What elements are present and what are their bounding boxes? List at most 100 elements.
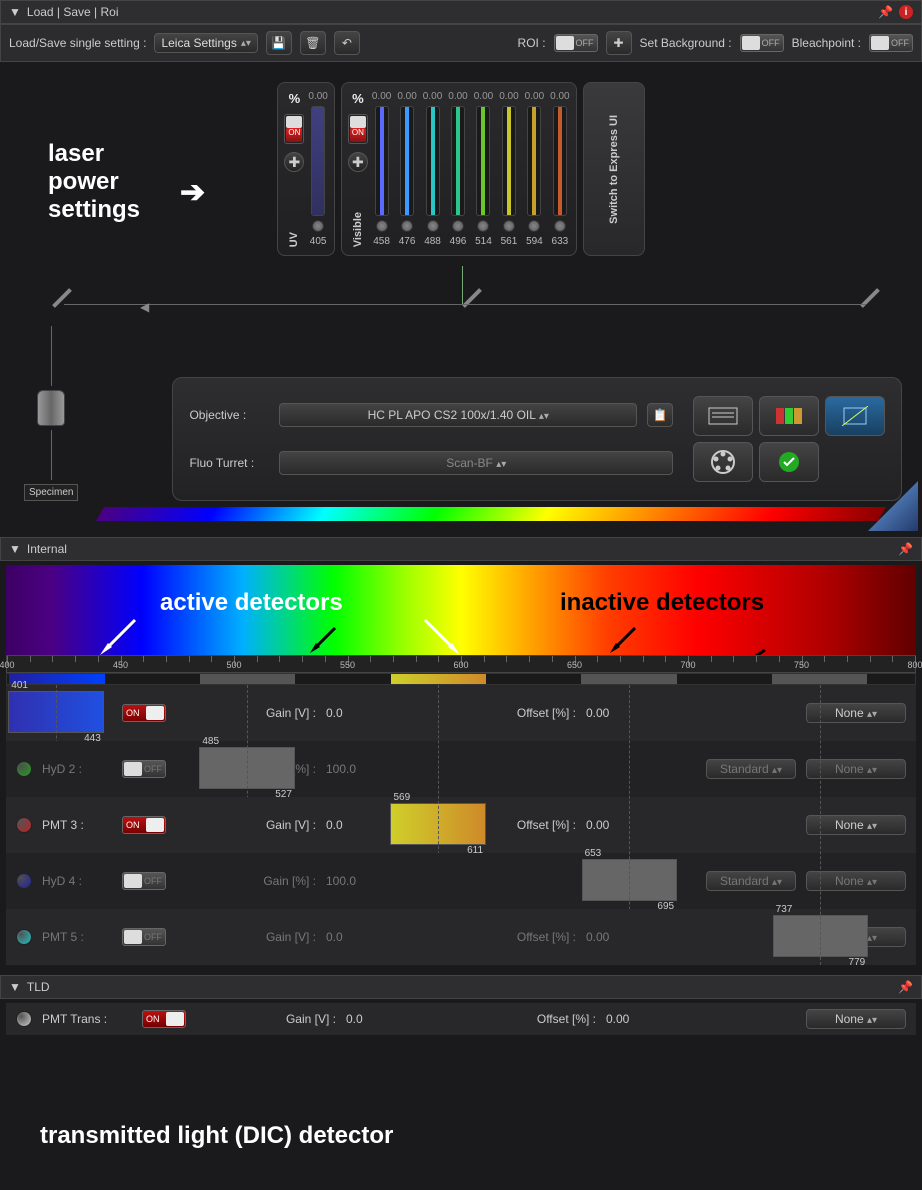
uv-label: UV bbox=[288, 232, 300, 247]
roi-label: ROI : bbox=[518, 36, 546, 50]
detector-name: HyD 2 : bbox=[42, 762, 112, 776]
wavelength-scale: 400450500550600650700750800 bbox=[6, 655, 916, 673]
crop-icon[interactable] bbox=[825, 396, 885, 436]
range-segment[interactable] bbox=[581, 674, 676, 684]
laser-slider-633[interactable] bbox=[553, 106, 567, 216]
laser-slider-488[interactable] bbox=[426, 106, 440, 216]
bleach-label: Bleachpoint : bbox=[792, 36, 861, 50]
detector-color-dot[interactable] bbox=[16, 929, 32, 945]
laser-knob-488[interactable] bbox=[427, 220, 439, 232]
detector-name: HyD 4 : bbox=[42, 874, 112, 888]
laser-knob-514[interactable] bbox=[477, 220, 489, 232]
palette-icon[interactable] bbox=[759, 396, 819, 436]
range-segment[interactable] bbox=[772, 674, 867, 684]
beam-arrow-icon: ◀ bbox=[140, 300, 149, 314]
detector-list: PMT 1 : ON Gain [V] : 0.0 Offset [%] :0.… bbox=[6, 685, 916, 965]
mode-dropdown[interactable]: Standard ▴▾ bbox=[706, 871, 796, 891]
laser-slider-496[interactable] bbox=[451, 106, 465, 216]
laser-knob-594[interactable] bbox=[528, 220, 540, 232]
laser-knob-633[interactable] bbox=[554, 220, 566, 232]
laser-slider-594[interactable] bbox=[527, 106, 541, 216]
inactive-detectors-annotation: inactive detectors bbox=[560, 589, 764, 617]
undo-icon[interactable]: ↶ bbox=[334, 31, 360, 55]
detector-color-dot[interactable] bbox=[16, 817, 32, 833]
load-save-panel-header: ▼ Load | Save | Roi 📌 i bbox=[0, 0, 922, 24]
visible-plus-button[interactable]: ✚ bbox=[348, 152, 368, 172]
objective-label: Objective : bbox=[189, 408, 269, 422]
detector-toggle[interactable]: OFF bbox=[122, 760, 166, 778]
roi-add-icon[interactable]: ✚ bbox=[606, 31, 632, 55]
uv-knob[interactable] bbox=[312, 220, 324, 232]
laser-knob-561[interactable] bbox=[503, 220, 515, 232]
save-icon[interactable]: 💾 bbox=[266, 31, 292, 55]
detector-range-bar[interactable] bbox=[6, 673, 916, 685]
delete-icon[interactable]: 🗑 bbox=[300, 31, 326, 55]
range-segment[interactable] bbox=[391, 674, 486, 684]
loadsave-label: Load/Save single setting : bbox=[9, 36, 146, 50]
laser-slider-458[interactable] bbox=[375, 106, 389, 216]
detector-name: PMT 3 : bbox=[42, 818, 112, 832]
laser-slider-476[interactable] bbox=[400, 106, 414, 216]
detector-color-dot[interactable] bbox=[16, 761, 32, 777]
laser-knob-496[interactable] bbox=[452, 220, 464, 232]
detector-name: PMT 5 : bbox=[42, 930, 112, 944]
laser-slider-561[interactable] bbox=[502, 106, 516, 216]
internal-panel-header: ▼ Internal 📌 bbox=[0, 537, 922, 561]
range-segment[interactable] bbox=[200, 674, 295, 684]
laser-knob-458[interactable] bbox=[376, 220, 388, 232]
uv-plus-button[interactable]: ✚ bbox=[284, 152, 304, 172]
uv-laser-box: % ON ✚ UV 0.00 405 bbox=[277, 82, 334, 256]
detector-toggle[interactable]: OFF bbox=[122, 928, 166, 946]
pin-icon[interactable]: 📌 bbox=[878, 5, 893, 19]
uv-slider[interactable] bbox=[311, 106, 325, 216]
bleach-toggle[interactable]: OFF bbox=[869, 34, 913, 52]
spectrum-display bbox=[6, 565, 916, 655]
dic-annotation: transmitted light (DIC) detector bbox=[40, 1122, 393, 1150]
filter-wheel-icon[interactable] bbox=[693, 442, 753, 482]
collapse-icon[interactable]: ▼ bbox=[9, 5, 21, 19]
objective-dropdown[interactable]: HC PL APO CS2 100x/1.40 OIL ▴▾ bbox=[279, 403, 637, 427]
uv-on-toggle[interactable]: ON bbox=[284, 114, 304, 144]
detector-color-dot[interactable] bbox=[16, 873, 32, 889]
objective-copy-icon[interactable]: 📋 bbox=[647, 403, 673, 427]
detector-color-dot[interactable] bbox=[16, 1011, 32, 1027]
laser-knob-476[interactable] bbox=[401, 220, 413, 232]
pin-tld-icon[interactable]: 📌 bbox=[898, 980, 913, 994]
check-icon[interactable] bbox=[759, 442, 819, 482]
laser-slider-514[interactable] bbox=[476, 106, 490, 216]
pin-internal-icon[interactable]: 📌 bbox=[898, 542, 913, 556]
lut-dropdown[interactable]: None ▴▾ bbox=[806, 1009, 906, 1029]
collapse-internal-icon[interactable]: ▼ bbox=[9, 542, 21, 556]
visible-on-toggle[interactable]: ON bbox=[348, 114, 368, 144]
panel-title: Load | Save | Roi bbox=[27, 5, 119, 19]
info-icon[interactable]: i bbox=[899, 5, 913, 19]
detector-toggle[interactable]: ON bbox=[142, 1010, 186, 1028]
detector-toggle[interactable]: OFF bbox=[122, 872, 166, 890]
detector-toggle[interactable]: ON bbox=[122, 816, 166, 834]
detector-row: HyD 2 : OFF Gain [%] : 100.0 Standard ▴▾… bbox=[6, 741, 916, 797]
laser-panels: % ON ✚ UV 0.00 405 % ON ✚ Visible 0.00 4… bbox=[0, 82, 922, 256]
active-detectors-annotation: active detectors bbox=[160, 589, 343, 617]
collapse-tld-icon[interactable]: ▼ bbox=[9, 980, 21, 994]
mode-dropdown[interactable]: Standard ▴▾ bbox=[706, 759, 796, 779]
setbg-toggle[interactable]: OFF bbox=[740, 34, 784, 52]
detector-row: HyD 4 : OFF Gain [%] : 100.0 Standard ▴▾… bbox=[6, 853, 916, 909]
specimen-label: Specimen bbox=[24, 484, 78, 501]
settings-toolbar: Load/Save single setting : Leica Setting… bbox=[0, 24, 922, 62]
detector-row: PMT 1 : ON Gain [V] : 0.0 Offset [%] :0.… bbox=[6, 685, 916, 741]
roi-toggle[interactable]: OFF bbox=[554, 34, 598, 52]
keyboard-icon[interactable] bbox=[693, 396, 753, 436]
detector-toggle[interactable]: ON bbox=[122, 704, 166, 722]
specimen-icon bbox=[37, 390, 65, 426]
internal-title: Internal bbox=[27, 542, 67, 556]
spectrum-band bbox=[96, 507, 886, 521]
visible-laser-box: % ON ✚ Visible 0.00 4580.00 4760.00 4880… bbox=[341, 82, 577, 256]
settings-dropdown[interactable]: Leica Settings▴▾ bbox=[154, 33, 257, 53]
tld-title: TLD bbox=[27, 980, 50, 994]
objective-panel: Objective : HC PL APO CS2 100x/1.40 OIL … bbox=[172, 377, 902, 501]
setbg-label: Set Background : bbox=[640, 36, 732, 50]
tld-panel-header: ▼ TLD 📌 bbox=[0, 975, 922, 999]
fluo-dropdown[interactable]: Scan-BF ▴▾ bbox=[279, 451, 673, 475]
detector-name: PMT Trans : bbox=[42, 1012, 132, 1026]
switch-ui-button[interactable]: Switch to Express UI bbox=[583, 82, 645, 256]
